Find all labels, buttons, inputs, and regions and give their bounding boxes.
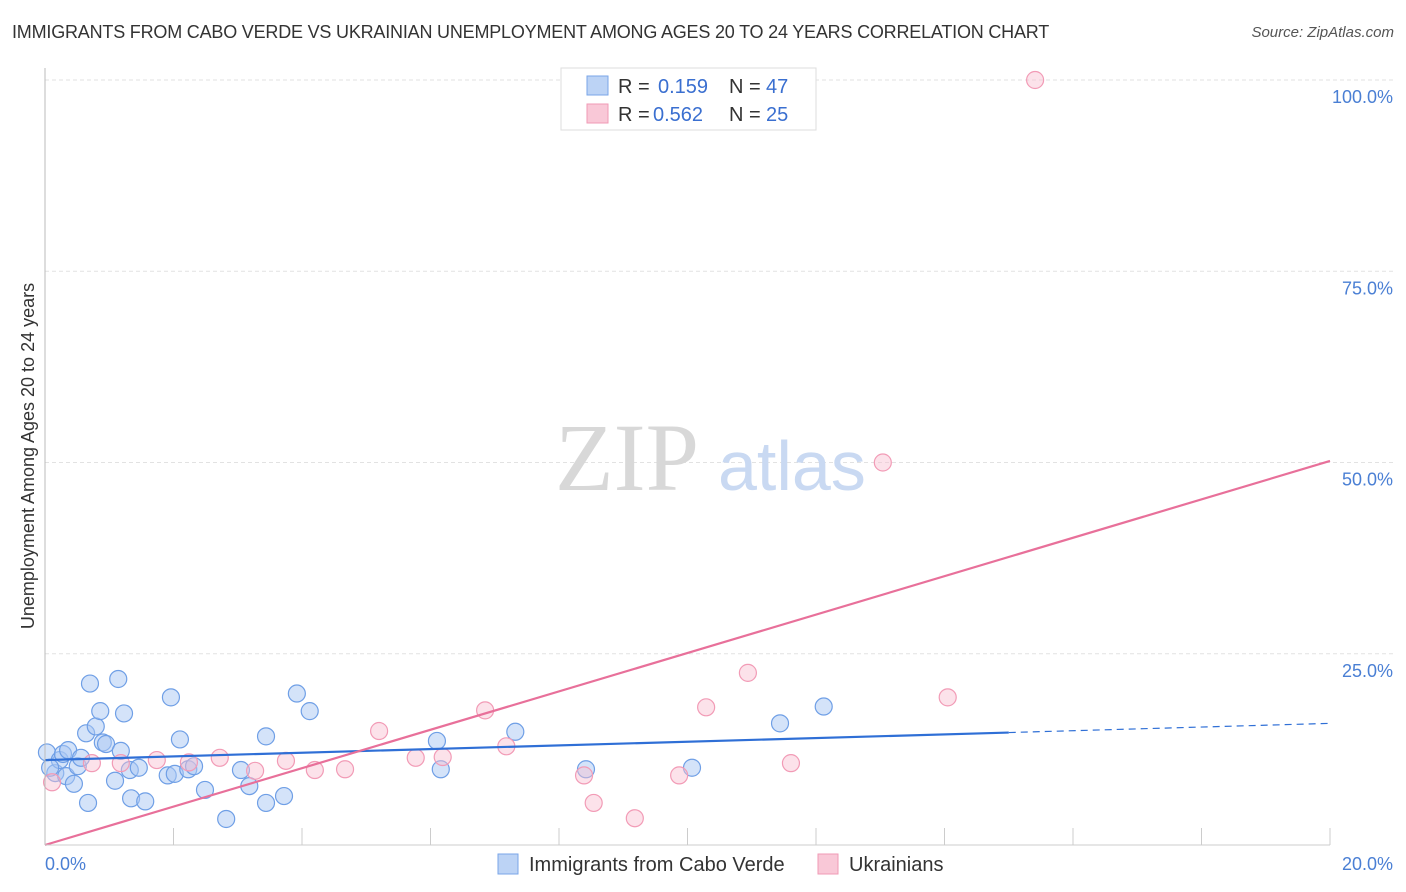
point-ukrainians [873,453,892,472]
watermark: ZIP [555,404,699,511]
point-ukrainians [433,747,452,767]
y-axis-label: Unemployment Among Ages 20 to 24 years [18,283,38,629]
point-ukrainians [625,809,644,828]
point-cabo-verde [300,702,319,721]
legend-n-label: N = [729,76,761,98]
point-ukrainians [370,721,389,741]
point-cabo-verde [287,684,306,703]
legend-label-cabo-verde[interactable]: Immigrants from Cabo Verde [529,854,785,876]
legend-n-label: N = [729,104,761,126]
x-tick-label-min: 0.0% [45,854,86,874]
point-ukrainians [42,773,62,792]
x-tick-label-max: 20.0% [1342,854,1393,874]
legend-r-label: R = [618,76,650,98]
point-cabo-verde [256,727,276,746]
legend-r-value-pink: 0.562 [653,104,703,126]
stats-legend: R = 0.159 N = 47 R = 0.562 N = 25 [560,67,817,131]
trend-line-extension-0 [1008,722,1331,734]
point-cabo-verde [80,674,100,693]
point-cabo-verde [161,688,181,707]
point-ukrainians [82,754,102,773]
point-cabo-verde [506,722,525,741]
point-cabo-verde [170,730,190,749]
legend-swatch-pink [586,103,609,124]
point-cabo-verde [109,669,128,689]
y-tick-label: 100.0% [1332,87,1393,107]
point-cabo-verde [274,786,294,806]
point-cabo-verde [105,771,125,790]
point-ukrainians [738,663,757,682]
point-ukrainians [406,748,425,767]
y-tick-label: 50.0% [1342,470,1393,490]
point-cabo-verde [195,780,215,800]
y-tick-label: 75.0% [1342,278,1393,298]
legend-swatch-cabo-verde[interactable] [497,853,519,875]
point-cabo-verde [136,792,155,811]
trend-line-0 [44,731,1009,762]
chart-title: IMMIGRANTS FROM CABO VERDE VS UKRAINIAN … [12,22,1050,42]
point-ukrainians [335,760,355,779]
watermark-atlas: atlas [718,427,866,505]
point-cabo-verde [114,704,134,723]
y-tick-label: 25.0% [1342,661,1393,681]
series-legend: Immigrants from Cabo Verde Ukrainians [497,853,943,876]
point-ukrainians [179,753,199,772]
point-cabo-verde [770,714,790,733]
point-cabo-verde [96,734,116,754]
point-cabo-verde [129,758,148,777]
legend-label-ukrainians[interactable]: Ukrainians [849,854,943,876]
point-cabo-verde [86,717,105,736]
point-cabo-verde [217,809,236,829]
legend-r-label: R = [618,104,650,126]
chart-source: Source: ZipAtlas.com [1251,24,1394,41]
point-cabo-verde [78,793,98,813]
point-cabo-verde [814,697,833,716]
point-cabo-verde [256,793,276,813]
point-cabo-verde [427,731,447,751]
point-ukrainians [781,754,801,773]
point-ukrainians [276,751,296,770]
legend-n-value-pink: 25 [766,104,788,126]
point-ukrainians [147,750,166,770]
point-cabo-verde [64,774,84,793]
trend-line-1 [44,459,1331,847]
legend-n-value-blue: 47 [766,76,788,98]
point-ukrainians [584,793,603,813]
point-cabo-verde [91,702,110,721]
point-ukrainians [697,698,716,717]
point-ukrainians [210,748,229,767]
legend-r-value-blue: 0.159 [658,76,708,98]
point-ukrainians [938,688,957,707]
legend-swatch-ukrainians[interactable] [817,853,839,875]
point-ukrainians [1025,70,1045,90]
legend-swatch-blue [586,75,609,96]
point-ukrainians [670,766,689,785]
point-ukrainians [245,761,265,780]
point-cabo-verde [231,760,251,780]
point-ukrainians [574,766,594,785]
